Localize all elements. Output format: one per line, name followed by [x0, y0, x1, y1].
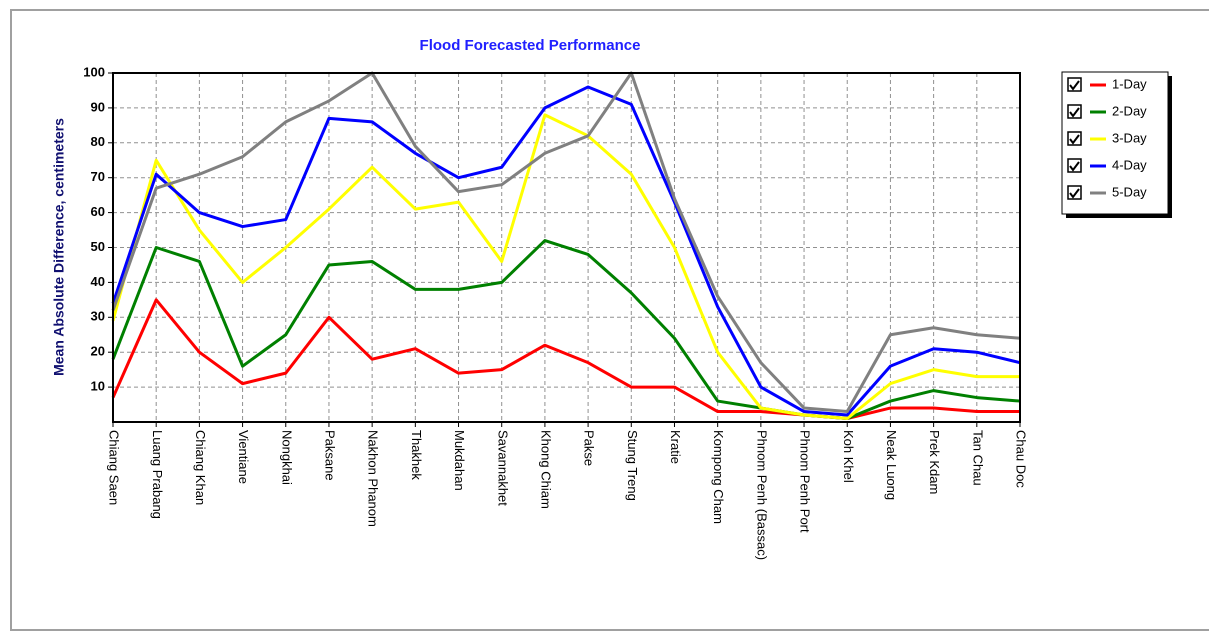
y-tick-label: 60	[91, 204, 105, 219]
checkbox-box	[1067, 185, 1082, 200]
x-tick-label: Chiang Khan	[193, 430, 208, 505]
legend-checkbox[interactable]	[1067, 77, 1082, 92]
checkbox-check	[1069, 188, 1080, 199]
checkbox-box	[1067, 131, 1082, 146]
x-tick-label: Phnom Penh Port	[798, 430, 813, 533]
x-tick-label: Luang Prabang	[150, 430, 165, 519]
y-tick-label: 30	[91, 309, 105, 324]
x-tick-label: Pakse	[582, 430, 597, 466]
y-tick-label: 10	[91, 379, 105, 394]
y-tick-label: 70	[91, 169, 105, 184]
series-line	[111, 298, 1020, 421]
legend-label: 2-Day	[1112, 103, 1147, 118]
y-tick-label: 100	[83, 64, 105, 79]
y-tick-label: 90	[91, 99, 105, 114]
legend-checkbox[interactable]	[1067, 185, 1082, 200]
x-tick-label: Nakhon Phanom	[366, 430, 381, 527]
x-tick-label: Kratie	[668, 430, 683, 464]
x-tick-label: Tan Chau	[970, 430, 985, 486]
legend-label: 3-Day	[1112, 130, 1147, 145]
series-line	[111, 71, 1021, 414]
legend-checkbox[interactable]	[1067, 104, 1082, 119]
y-tick-label: 80	[91, 134, 105, 149]
x-tick-label: Koh Khel	[841, 430, 856, 483]
checkbox-check	[1069, 107, 1080, 118]
x-tick-label: Savannakhet	[495, 430, 510, 506]
y-tick-label: 50	[91, 239, 105, 254]
x-tick-label: Phnom Penh (Bassac)	[754, 430, 769, 560]
x-tick-label: Chiang Saen	[107, 430, 122, 505]
x-tick-label: Stung Treng	[625, 430, 640, 501]
legend-label: 5-Day	[1112, 184, 1147, 199]
x-tick-label: Nongkhai	[279, 430, 294, 485]
checkbox-check	[1069, 134, 1080, 145]
x-tick-label: Vientiane	[236, 430, 251, 484]
checkbox-check	[1069, 161, 1080, 172]
x-tick-label: Paksane	[323, 430, 338, 481]
panel-frame	[10, 9, 1209, 631]
series-line	[111, 85, 1021, 417]
checkbox-box	[1067, 158, 1082, 173]
series-line	[111, 113, 1020, 421]
y-tick-label: 20	[91, 344, 105, 359]
series-line	[111, 239, 1021, 421]
checkbox-check	[1069, 80, 1080, 91]
checkbox-box	[1067, 77, 1082, 92]
y-tick-label: 40	[91, 274, 105, 289]
chart-title: Flood Forecasted Performance	[420, 37, 641, 54]
x-tick-label: Chau Doc	[1014, 430, 1029, 488]
y-axis-label: Mean Absolute Difference, centimeters	[51, 118, 67, 376]
plot-border	[112, 72, 1021, 423]
legend-label: 1-Day	[1112, 76, 1147, 91]
legend-checkbox[interactable]	[1067, 131, 1082, 146]
legend-label: 4-Day	[1112, 157, 1147, 172]
legend-checkbox[interactable]	[1067, 158, 1082, 173]
x-tick-label: Neak Luong	[884, 430, 899, 500]
x-tick-label: Prek Kdam	[927, 430, 942, 494]
checkbox-box	[1067, 104, 1082, 119]
x-tick-label: Thakhek	[409, 430, 424, 480]
x-tick-label: Kompong Cham	[711, 430, 726, 524]
x-tick-label: Khong Chiam	[538, 430, 553, 509]
x-tick-label: Mukdahan	[452, 430, 467, 491]
